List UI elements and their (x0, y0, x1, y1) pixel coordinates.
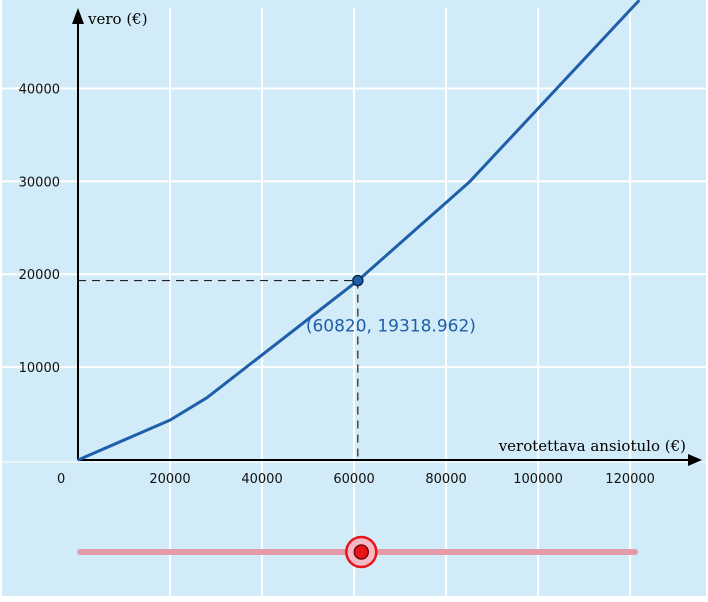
y-tick-labels: 10000 20000 30000 40000 (19, 82, 60, 376)
x-tick-label: 60000 (333, 472, 374, 487)
graph-point[interactable] (352, 274, 364, 287)
x-tick-label: 80000 (425, 472, 466, 487)
guide-lines (78, 279, 359, 460)
y-tick-label: 10000 (19, 361, 60, 376)
x-axis-label: verotettava ansiotulo (€) (498, 437, 686, 455)
origin-label: 0 (57, 472, 65, 487)
x-tick-label: 20000 (149, 472, 190, 487)
y-tick-label: 40000 (19, 82, 60, 97)
y-axis-label: vero (€) (87, 10, 148, 28)
x-axis-arrow-icon (688, 454, 702, 466)
grid (2, 8, 706, 596)
y-tick-label: 20000 (19, 268, 60, 283)
slider-knob[interactable] (353, 544, 370, 560)
x-tick-label: 120000 (605, 472, 655, 487)
point-coordinate-label: (60820, 19318.962) (306, 317, 476, 337)
x-tick-labels: 20000 40000 60000 80000 100000 120000 (149, 472, 655, 487)
axes (72, 8, 702, 466)
y-axis-arrow-icon (72, 8, 84, 24)
tax-curve-line (77, 0, 641, 462)
value-slider[interactable] (77, 535, 638, 569)
y-tick-label: 30000 (19, 175, 60, 190)
series-layer (77, 0, 641, 462)
x-tick-label: 40000 (241, 472, 282, 487)
x-tick-label: 100000 (513, 472, 563, 487)
